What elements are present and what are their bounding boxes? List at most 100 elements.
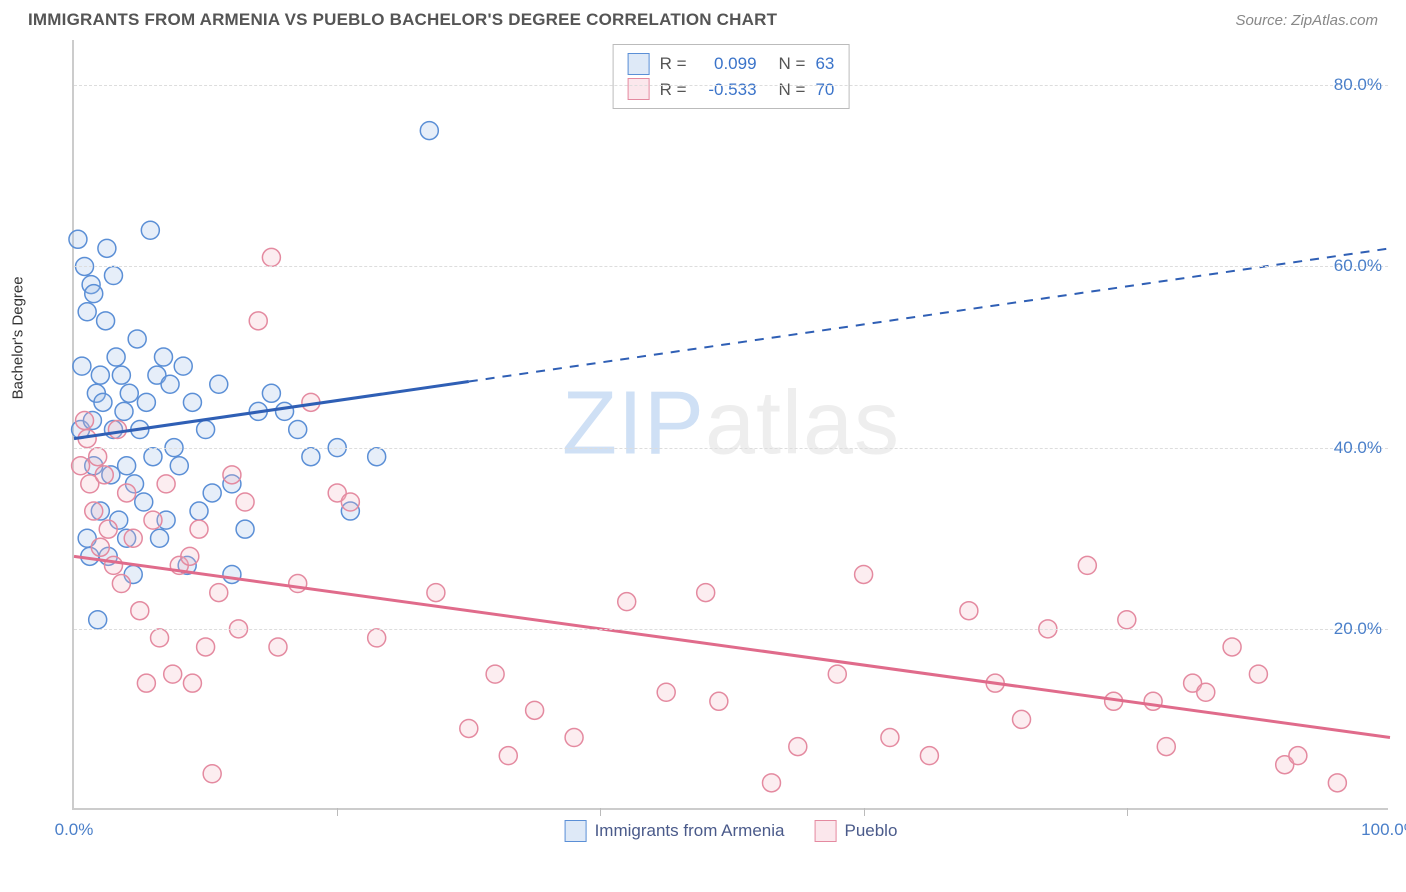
data-point	[1197, 683, 1215, 701]
legend-r-value: 0.099	[697, 51, 757, 77]
plot-svg	[74, 40, 1388, 808]
legend-stats: R =0.099N =63R =-0.533N =70	[613, 44, 850, 109]
data-point	[89, 611, 107, 629]
legend-r-label: R =	[660, 51, 687, 77]
data-point	[151, 629, 169, 647]
data-point	[137, 674, 155, 692]
legend-n-value: 63	[815, 51, 834, 77]
data-point	[151, 529, 169, 547]
data-point	[190, 520, 208, 538]
data-point	[368, 448, 386, 466]
data-point	[249, 312, 267, 330]
data-point	[269, 638, 287, 656]
data-point	[73, 357, 91, 375]
plot-area: ZIPatlas R =0.099N =63R =-0.533N =70 Imm…	[72, 40, 1388, 810]
data-point	[262, 384, 280, 402]
data-point	[1289, 747, 1307, 765]
data-point	[289, 575, 307, 593]
data-point	[128, 330, 146, 348]
data-point	[112, 575, 130, 593]
data-point	[920, 747, 938, 765]
legend-item: Immigrants from Armenia	[565, 820, 785, 842]
data-point	[137, 393, 155, 411]
data-point	[1118, 611, 1136, 629]
legend-item: Pueblo	[814, 820, 897, 842]
data-point	[72, 457, 90, 475]
chart-title: IMMIGRANTS FROM ARMENIA VS PUEBLO BACHEL…	[28, 10, 777, 30]
data-point	[420, 122, 438, 140]
data-point	[104, 267, 122, 285]
data-point	[197, 421, 215, 439]
data-point	[460, 719, 478, 737]
data-point	[115, 402, 133, 420]
data-point	[97, 312, 115, 330]
data-point	[427, 584, 445, 602]
data-point	[341, 493, 359, 511]
data-point	[118, 457, 136, 475]
legend-swatch	[565, 820, 587, 842]
data-point	[135, 493, 153, 511]
legend-swatch	[628, 53, 650, 75]
data-point	[89, 448, 107, 466]
data-point	[144, 511, 162, 529]
y-tick-label: 60.0%	[1334, 256, 1388, 276]
data-point	[131, 602, 149, 620]
legend-series-name: Immigrants from Armenia	[595, 821, 785, 841]
data-point	[108, 421, 126, 439]
data-point	[828, 665, 846, 683]
x-tick-label: 0.0%	[55, 820, 94, 840]
x-tick	[337, 808, 338, 816]
data-point	[223, 565, 241, 583]
data-point	[262, 248, 280, 266]
data-point	[95, 466, 113, 484]
data-point	[164, 665, 182, 683]
data-point	[107, 348, 125, 366]
x-tick	[600, 808, 601, 816]
legend-series-name: Pueblo	[844, 821, 897, 841]
data-point	[697, 584, 715, 602]
x-tick	[864, 808, 865, 816]
legend-n-label: N =	[779, 77, 806, 103]
data-point	[236, 520, 254, 538]
data-point	[104, 556, 122, 574]
gridline	[74, 85, 1388, 86]
x-tick	[1127, 808, 1128, 816]
data-point	[124, 529, 142, 547]
data-point	[118, 484, 136, 502]
data-point	[210, 584, 228, 602]
legend-swatch	[628, 78, 650, 100]
data-point	[855, 565, 873, 583]
data-point	[236, 493, 254, 511]
y-tick-label: 20.0%	[1334, 619, 1388, 639]
data-point	[197, 638, 215, 656]
data-point	[1249, 665, 1267, 683]
data-point	[1144, 692, 1162, 710]
data-point	[1223, 638, 1241, 656]
legend-stat-row: R =-0.533N =70	[628, 77, 835, 103]
data-point	[94, 393, 112, 411]
y-axis-label: Bachelor's Degree	[10, 276, 27, 399]
gridline	[74, 266, 1388, 267]
y-tick-label: 80.0%	[1334, 75, 1388, 95]
data-point	[203, 765, 221, 783]
data-point	[183, 674, 201, 692]
data-point	[1328, 774, 1346, 792]
data-point	[99, 520, 117, 538]
data-point	[78, 303, 96, 321]
data-point	[618, 593, 636, 611]
data-point	[762, 774, 780, 792]
data-point	[789, 738, 807, 756]
x-tick-label: 100.0%	[1361, 820, 1406, 840]
data-point	[144, 448, 162, 466]
data-point	[120, 384, 138, 402]
legend-series: Immigrants from Armenia Pueblo	[565, 820, 898, 842]
legend-stat-row: R =0.099N =63	[628, 51, 835, 77]
legend-r-label: R =	[660, 77, 687, 103]
data-point	[154, 348, 172, 366]
data-point	[223, 466, 241, 484]
y-tick-label: 40.0%	[1334, 438, 1388, 458]
legend-r-value: -0.533	[697, 77, 757, 103]
trend-line-dash	[469, 248, 1390, 381]
data-point	[85, 285, 103, 303]
data-point	[499, 747, 517, 765]
